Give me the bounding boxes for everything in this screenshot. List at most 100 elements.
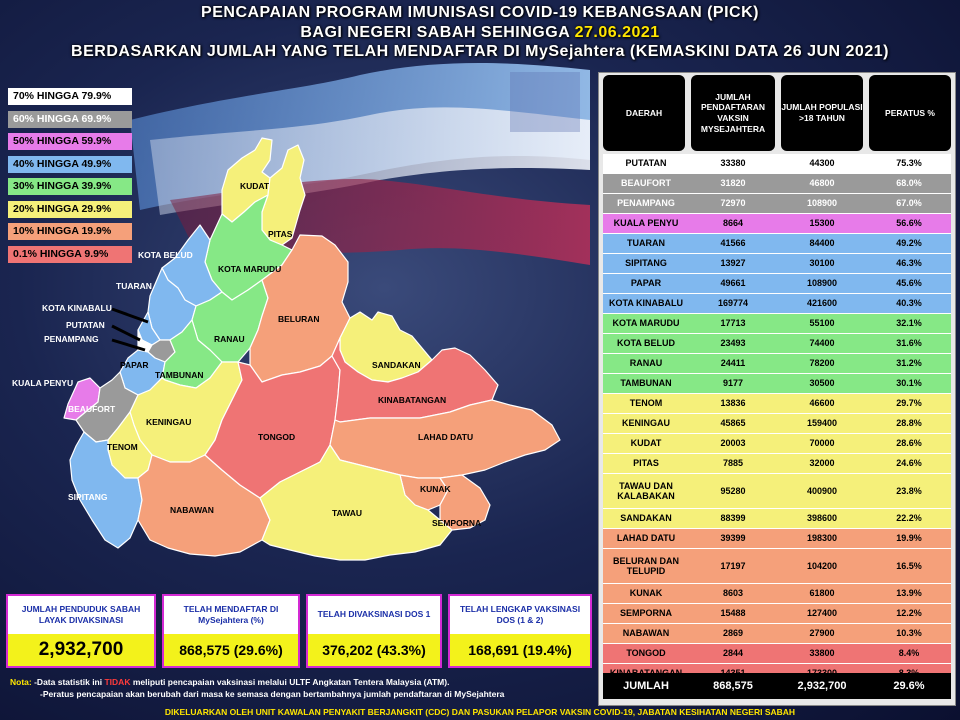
stat-dos-1: TELAH DIVAKSINASI DOS 1 376,202 (43.3%) <box>306 594 442 668</box>
cell-pendaftaran: 24411 <box>720 358 746 369</box>
district-semporna[interactable] <box>439 474 491 531</box>
footer: DIKELUARKAN OLEH UNIT KAWALAN PENYAKIT B… <box>164 707 796 717</box>
cell-pendaftaran: 45865 <box>720 418 746 429</box>
label-tambunan: TAMBUNAN <box>155 370 203 380</box>
label-tongod: TONGOD <box>258 432 295 442</box>
label-kuala-penyu: KUALA PENYU <box>12 378 73 388</box>
cell-pendaftaran: 23493 <box>720 338 746 349</box>
label-kota-marudu: KOTA MARUDU <box>218 264 281 274</box>
cell-daerah: SIPITANG <box>625 258 667 269</box>
cell-daerah: TAWAU DAN KALABAKAN <box>617 480 675 501</box>
table-row: KOTA MARUDU 17713 55100 32.1% <box>603 314 951 334</box>
stat-lengkap-vaksinasi: TELAH LENGKAP VAKSINASI DOS (1 & 2) 168,… <box>448 594 592 668</box>
stat-mendaftar: TELAH MENDAFTAR DI MySejahtera (%) 868,5… <box>162 594 300 668</box>
cell-peratus: 24.6% <box>896 458 922 469</box>
cell-daerah: KENINGAU <box>621 418 670 429</box>
stat-label: TELAH DIVAKSINASI DOS 1 <box>306 594 442 634</box>
cell-peratus: 30.1% <box>896 378 922 389</box>
cell-daerah: TUARAN <box>627 238 665 249</box>
table-row: TAWAU DAN KALABAKAN 95280 400900 23.8% <box>603 474 951 509</box>
cell-pendaftaran: 41566 <box>720 238 746 249</box>
table-row: SEMPORNA 15488 127400 12.2% <box>603 604 951 624</box>
label-pitas: PITAS <box>268 229 293 239</box>
legend-item-10: 10% HINGGA 19.9% <box>8 223 132 240</box>
cell-populasi: 400900 <box>806 485 838 496</box>
cell-peratus: 12.2% <box>896 608 922 619</box>
cell-daerah: SEMPORNA <box>619 608 672 619</box>
leader-putatan <box>111 324 141 342</box>
table-row: KENINGAU 45865 159400 28.8% <box>603 414 951 434</box>
cell-populasi: 15300 <box>809 218 835 229</box>
cell-daerah: TONGOD <box>626 648 666 659</box>
label-kota-belud: KOTA BELUD <box>138 250 193 260</box>
note: Nota: -Data statistik ini TIDAK meliputi… <box>10 676 600 701</box>
cell-daerah: KUALA PENYU <box>613 218 679 229</box>
header-peratus: PERATUS % <box>869 75 951 151</box>
total-daftar: 868,575 <box>713 680 753 692</box>
table-row: PENAMPANG 72970 108900 67.0% <box>603 194 951 214</box>
table-row: KUALA PENYU 8664 15300 56.6% <box>603 214 951 234</box>
cell-populasi: 61800 <box>809 588 835 599</box>
cell-peratus: 23.8% <box>896 485 922 496</box>
district-tawau[interactable] <box>259 444 453 561</box>
cell-populasi: 33800 <box>809 648 835 659</box>
cell-populasi: 27900 <box>809 628 835 639</box>
label-beaufort: BEAUFORT <box>68 404 116 414</box>
table-row: LAHAD DATU 39399 198300 19.9% <box>603 529 951 549</box>
cell-peratus: 31.6% <box>896 338 922 349</box>
district-sipitang[interactable] <box>69 431 143 549</box>
label-penampang: PENAMPANG <box>44 334 99 344</box>
total-label: JUMLAH <box>623 680 669 692</box>
cell-populasi: 55100 <box>809 318 835 329</box>
cell-daerah: KUDAT <box>630 438 662 449</box>
label-kinabatangan: KINABATANGAN <box>378 395 446 405</box>
cell-pendaftaran: 33380 <box>720 158 746 169</box>
cell-peratus: 68.0% <box>896 178 922 189</box>
cell-peratus: 40.3% <box>896 298 922 309</box>
cell-populasi: 108900 <box>806 198 838 209</box>
label-putatan: PUTATAN <box>66 320 105 330</box>
table-row: KUDAT 20003 70000 28.6% <box>603 434 951 454</box>
cell-populasi: 30500 <box>809 378 835 389</box>
cell-pendaftaran: 88399 <box>720 513 746 524</box>
stat-value: 2,932,700 <box>6 634 156 668</box>
cell-pendaftaran: 95280 <box>720 485 746 496</box>
table-row: SIPITANG 13927 30100 46.3% <box>603 254 951 274</box>
cell-peratus: 10.3% <box>896 628 922 639</box>
cell-populasi: 84400 <box>809 238 835 249</box>
stat-value: 868,575 (29.6%) <box>162 634 300 668</box>
legend-item-40: 40% HINGGA 49.9% <box>8 155 132 173</box>
cell-daerah: PUTATAN <box>625 158 667 169</box>
cell-pendaftaran: 2869 <box>722 628 744 639</box>
stat-label: JUMLAH PENDUDUK SABAH LAYAK DIVAKSINASI <box>6 594 156 634</box>
label-kunak: KUNAK <box>420 484 452 494</box>
label-beluran: BELURAN <box>278 314 320 324</box>
cell-populasi: 30100 <box>809 258 835 269</box>
legend-item-20: 20% HINGGA 29.9% <box>8 200 132 218</box>
cell-pendaftaran: 31820 <box>720 178 746 189</box>
cell-populasi: 104200 <box>806 560 838 571</box>
cell-daerah: PAPAR <box>630 278 662 289</box>
cell-peratus: 29.7% <box>896 398 922 409</box>
table-row: PUTATAN 33380 44300 75.3% <box>603 154 951 174</box>
title-date: 27.06.2021 <box>574 24 660 41</box>
table-row: PAPAR 49661 108900 45.6% <box>603 274 951 294</box>
table-row: PITAS 7885 32000 24.6% <box>603 454 951 474</box>
note-line-1: Nota: -Data statistik ini TIDAK meliputi… <box>10 677 450 687</box>
label-lahad-datu: LAHAD DATU <box>418 432 473 442</box>
cell-peratus: 13.9% <box>896 588 922 599</box>
label-sandakan: SANDAKAN <box>372 360 421 370</box>
cell-pendaftaran: 49661 <box>720 278 746 289</box>
cell-peratus: 28.8% <box>896 418 922 429</box>
label-kota-kinabalu: KOTA KINABALU <box>42 303 112 313</box>
cell-pendaftaran: 20003 <box>720 438 746 449</box>
table-row: NABAWAN 2869 27900 10.3% <box>603 624 951 644</box>
cell-peratus: 45.6% <box>896 278 922 289</box>
sabah-district-map: KUDAT PITAS KOTA BELUD KOTA MARUDU TUARA… <box>12 138 560 561</box>
cell-peratus: 31.2% <box>896 358 922 369</box>
cell-populasi: 44300 <box>809 158 835 169</box>
cell-populasi: 421600 <box>806 298 838 309</box>
header-pendaftaran: JUMLAH PENDAFTARAN VAKSIN MYSEJAHTERA <box>691 75 775 151</box>
cell-pendaftaran: 17197 <box>720 560 746 571</box>
cell-populasi: 108900 <box>806 278 838 289</box>
